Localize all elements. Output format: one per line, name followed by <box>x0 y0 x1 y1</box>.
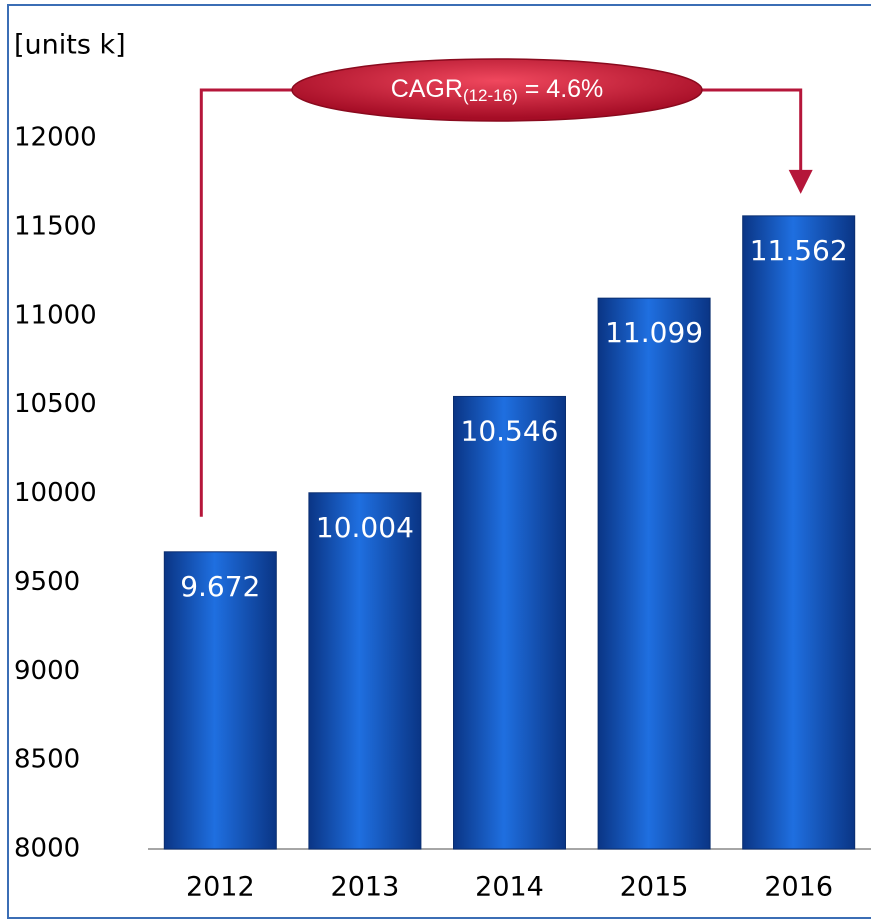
cagr-suffix: = 4.6% <box>525 75 604 103</box>
arrow-head <box>788 169 813 194</box>
y-tick-label: 11000 <box>14 300 97 330</box>
y-tick-label: 10000 <box>14 478 97 508</box>
x-tick-label: 2015 <box>620 872 689 903</box>
value-label: 10.004 <box>316 511 414 544</box>
y-tick-label: 11500 <box>14 211 97 241</box>
y-tick-label: 8000 <box>14 834 80 864</box>
bar <box>597 297 711 850</box>
bar <box>453 395 566 850</box>
bar <box>742 215 856 850</box>
x-tick-label: 2016 <box>764 872 833 903</box>
bar <box>308 492 422 850</box>
value-label: 10.546 <box>461 414 559 447</box>
bar <box>163 551 277 850</box>
frame <box>7 4 871 919</box>
x-tick-label: 2014 <box>475 872 544 903</box>
cagr-subscript: (12-16) <box>463 86 518 105</box>
cagr-label: CAGR(12-16) = 4.6% <box>391 75 604 106</box>
cagr-badge <box>291 58 703 122</box>
x-tick-label: 2013 <box>331 872 400 903</box>
y-tick-label: 12000 <box>14 123 97 153</box>
value-label: 11.099 <box>605 316 703 349</box>
value-label: 9.672 <box>180 570 260 603</box>
y-tick-label: 8500 <box>14 745 80 775</box>
value-label: 11.562 <box>750 234 848 267</box>
x-tick-label: 2012 <box>186 872 255 903</box>
y-axis-label: [units k] <box>14 30 126 61</box>
y-tick-label: 9500 <box>14 567 80 597</box>
y-tick-label: 10500 <box>14 389 97 419</box>
y-tick-label: 9000 <box>14 656 80 686</box>
cagr-text: CAGR <box>391 75 463 103</box>
